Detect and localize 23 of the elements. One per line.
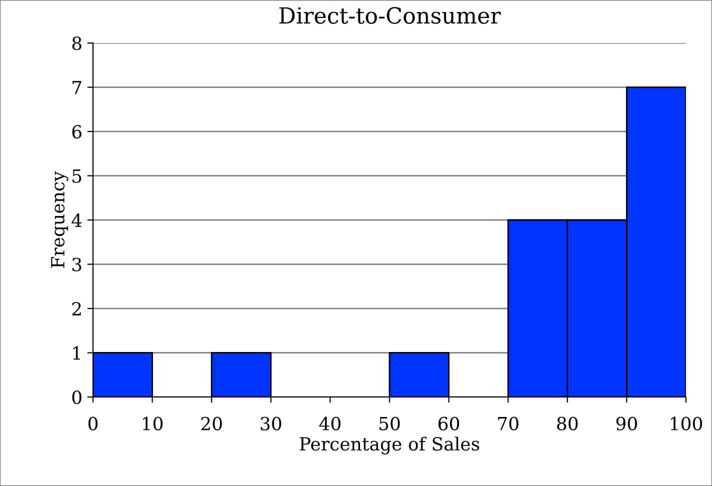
x-tick-label: 40 <box>319 416 340 430</box>
x-tick-label: 80 <box>557 416 578 430</box>
x-tick-label: 90 <box>616 416 637 430</box>
y-tick-label: 3 <box>72 258 82 272</box>
x-tick-label: 60 <box>438 416 460 430</box>
y-tick-label: 1 <box>73 346 80 360</box>
chart-title: Direct-to-Consumer <box>279 7 501 24</box>
y-tick-label: 8 <box>72 36 82 50</box>
y-tick-label: 0 <box>72 390 82 404</box>
y-tick-label: 2 <box>72 302 81 316</box>
x-tick-label: 50 <box>380 416 400 430</box>
x-tick-label: 30 <box>260 416 282 430</box>
x-tick-label: 10 <box>143 416 163 430</box>
y-tick-label: 5 <box>72 169 82 183</box>
x-tick-label: 0 <box>88 416 98 430</box>
y-tick-label: 6 <box>72 124 82 139</box>
x-tick-label: 100 <box>670 416 702 430</box>
y-tick-label: 7 <box>72 80 82 94</box>
x-tick-label: 70 <box>498 416 518 430</box>
y-tick-label: 4 <box>72 213 82 227</box>
y-axis-title: Frequency <box>51 171 68 268</box>
x-axis-title: Percentage of Sales <box>300 436 480 454</box>
x-tick-label: 20 <box>201 416 222 430</box>
